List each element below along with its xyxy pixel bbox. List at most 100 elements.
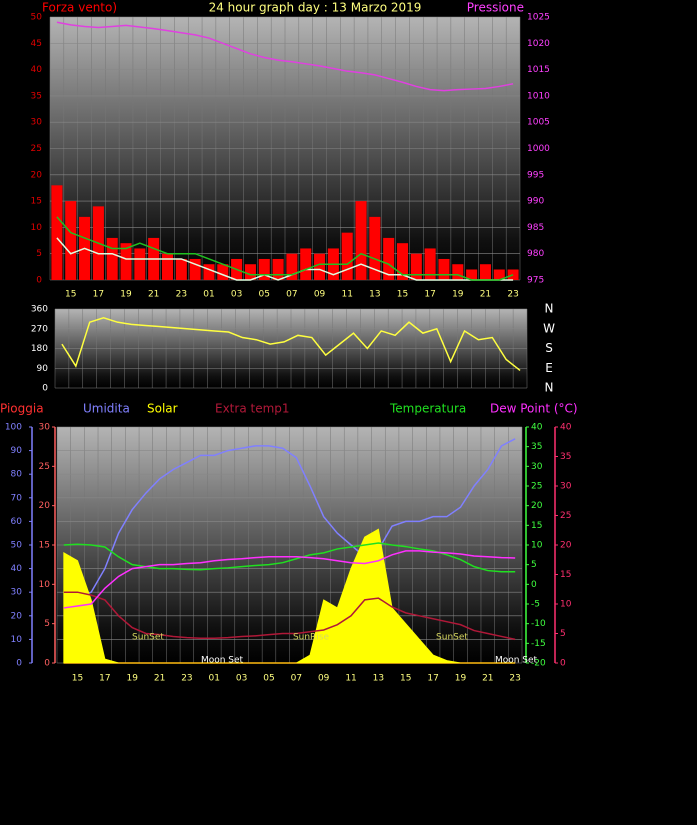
x-tick-label: 21: [482, 674, 493, 684]
y2-tick-label: 40: [531, 423, 543, 433]
y2-tick-label: 1000: [527, 144, 550, 154]
y2-tick-label: E: [545, 361, 553, 375]
bar: [161, 253, 174, 280]
y2-tick-label: 5: [531, 560, 537, 570]
y2-tick-label: -5: [531, 600, 540, 610]
y3-tick-label: 25: [39, 462, 50, 472]
y2-tick-label: W: [543, 321, 555, 335]
y-tick-label: 45: [31, 39, 42, 49]
x-tick-label: 01: [209, 674, 220, 684]
legend-label: Pioggia: [0, 402, 44, 416]
bar: [300, 248, 312, 280]
bar: [314, 253, 326, 280]
bar: [355, 201, 367, 280]
y3-tick-label: 5: [44, 619, 50, 629]
x-tick-label: 19: [120, 290, 132, 300]
bar: [493, 269, 505, 280]
y-tick-label: 60: [11, 517, 23, 527]
x-tick-label: 03: [236, 674, 247, 684]
line: [61, 316, 521, 372]
y2-tick-label: 995: [527, 170, 544, 180]
x-tick-label: 23: [181, 674, 192, 684]
y-tick-label: 0: [42, 384, 48, 394]
x-tick-label: 13: [373, 674, 384, 684]
x-tick-label: 15: [397, 290, 408, 300]
y-tick-label: 15: [31, 197, 42, 207]
y-axis-label: Forza vento): [42, 1, 117, 15]
y-tick-label: 30: [11, 588, 23, 598]
bar: [438, 258, 450, 280]
x-tick-label: 17: [99, 674, 110, 684]
legend-label: Temperatura: [389, 402, 466, 416]
y3-tick-label: 10: [39, 580, 51, 590]
bar: [106, 237, 118, 280]
y2-tick-label: 20: [531, 501, 543, 511]
annotation: Moon Set: [495, 656, 538, 666]
line: [63, 550, 516, 609]
x-tick-label: 07: [291, 674, 302, 684]
y-tick-label: 10: [31, 223, 43, 233]
y-tick-label: 35: [31, 91, 42, 101]
bar: [369, 216, 381, 280]
y3-tick-label: 30: [39, 423, 51, 433]
bar: [244, 264, 256, 280]
x-tick-label: 09: [314, 290, 326, 300]
x-tick-label: 21: [480, 290, 491, 300]
bar: [341, 232, 353, 280]
bar: [217, 264, 229, 280]
y2-tick-label: 10: [531, 541, 543, 551]
y4-tick-label: 25: [560, 511, 571, 521]
x-tick-label: 05: [263, 674, 274, 684]
legend-label: Extra temp1: [215, 402, 290, 416]
y4-tick-label: 0: [560, 659, 566, 669]
y-tick-label: 70: [11, 493, 23, 503]
y-tick-label: 10: [11, 635, 23, 645]
bar: [424, 248, 436, 280]
y4-tick-label: 20: [560, 541, 572, 551]
bar: [189, 258, 201, 280]
y2-tick-label: 1015: [527, 65, 550, 75]
y2-tick-label: 1005: [527, 118, 550, 128]
x-tick-label: 17: [93, 290, 104, 300]
bar: [479, 264, 491, 280]
y-tick-label: 80: [11, 470, 23, 480]
x-tick-label: 23: [509, 674, 520, 684]
y2-tick-label: N: [545, 381, 554, 395]
y-tick-label: 50: [31, 13, 43, 23]
annotation: Moon Set: [201, 656, 244, 666]
annotation: SunSet: [132, 633, 164, 643]
y-tick-label: 0: [16, 659, 22, 669]
y4-tick-label: 40: [560, 423, 572, 433]
y-tick-label: 50: [11, 541, 23, 551]
bar: [51, 185, 63, 280]
bar: [272, 258, 284, 280]
x-tick-label: 17: [424, 290, 435, 300]
legend-label: Dew Point (°C): [490, 402, 578, 416]
y3-tick-label: 0: [44, 659, 50, 669]
y-tick-label: 20: [11, 611, 23, 621]
bar: [175, 258, 187, 280]
y-tick-label: 40: [31, 65, 43, 75]
y2-tick-label: -10: [531, 619, 546, 629]
bar: [396, 243, 409, 280]
y2-tick-label: -15: [531, 639, 546, 649]
x-tick-label: 15: [65, 290, 76, 300]
line: [56, 21, 514, 92]
x-tick-label: 21: [148, 290, 159, 300]
y4-tick-label: 10: [560, 600, 572, 610]
y2-tick-label: 25: [531, 482, 542, 492]
chart-title: 24 hour graph day : 13 Marzo 2019: [209, 1, 422, 15]
y4-tick-label: 30: [560, 482, 572, 492]
y-tick-label: 25: [31, 144, 42, 154]
y4-tick-label: 15: [560, 570, 571, 580]
line: [63, 438, 516, 598]
y2-tick-label: 1025: [527, 13, 550, 23]
y-tick-label: 90: [11, 446, 23, 456]
legend-label: Solar: [147, 402, 178, 416]
y2-tick-label: 985: [527, 223, 544, 233]
y2-axis-label: Pressione: [467, 1, 524, 15]
y-tick-label: 0: [36, 276, 42, 286]
y2-tick-label: 0: [531, 580, 537, 590]
bar: [383, 237, 395, 280]
